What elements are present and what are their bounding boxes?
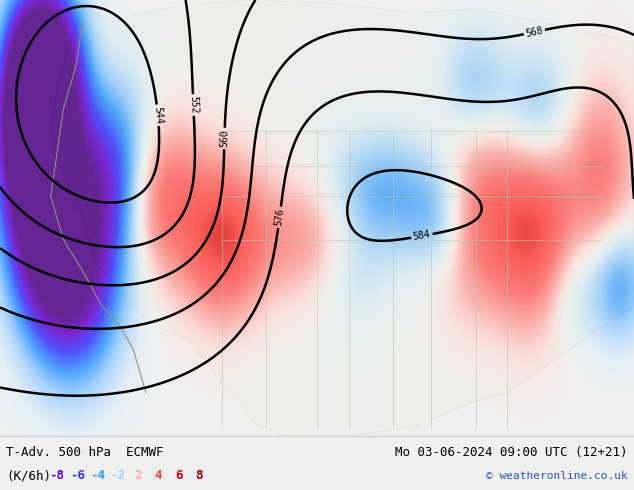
Text: -8: -8 [49, 469, 65, 483]
Text: 584: 584 [412, 229, 432, 243]
Text: (K/6h): (K/6h) [6, 469, 51, 483]
Text: 2: 2 [134, 469, 142, 483]
Text: -4: -4 [90, 469, 105, 483]
Text: 544: 544 [152, 106, 164, 124]
Text: 552: 552 [188, 96, 198, 114]
Text: 560: 560 [219, 130, 230, 147]
Text: -2: -2 [110, 469, 126, 483]
Polygon shape [51, 0, 634, 436]
Text: -6: -6 [70, 469, 85, 483]
Text: 8: 8 [195, 469, 203, 483]
Text: T-Adv. 500 hPa  ECMWF: T-Adv. 500 hPa ECMWF [6, 446, 164, 459]
Text: Mo 03-06-2024 09:00 UTC (12+21): Mo 03-06-2024 09:00 UTC (12+21) [395, 446, 628, 459]
Text: 576: 576 [273, 208, 286, 227]
Text: 6: 6 [175, 469, 183, 483]
Text: 4: 4 [155, 469, 162, 483]
Text: © weatheronline.co.uk: © weatheronline.co.uk [486, 471, 628, 481]
Text: 568: 568 [525, 25, 544, 39]
